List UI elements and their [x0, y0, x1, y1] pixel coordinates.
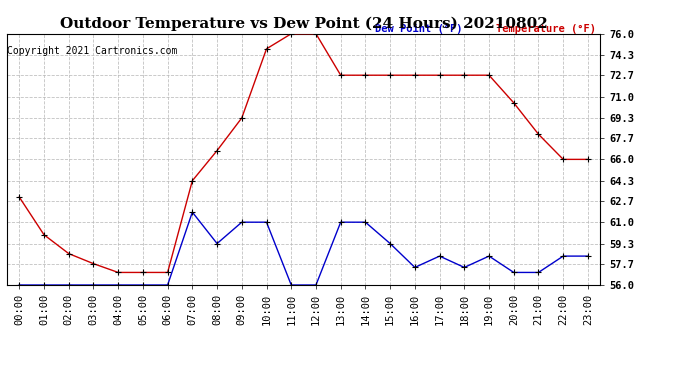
Dew Point (°F) — [89, 283, 97, 287]
Dew Point (°F) — [362, 220, 370, 225]
Dew Point (°F) — [114, 283, 122, 287]
Temperature (°F) — [510, 100, 518, 105]
Dew Point (°F) — [386, 241, 394, 246]
Dew Point (°F) — [237, 220, 246, 225]
Title: Outdoor Temperature vs Dew Point (24 Hours) 20210802: Outdoor Temperature vs Dew Point (24 Hou… — [60, 17, 547, 31]
Line: Temperature (°F): Temperature (°F) — [17, 31, 591, 275]
Temperature (°F) — [40, 232, 48, 237]
Text: Temperature (°F): Temperature (°F) — [496, 24, 596, 34]
Temperature (°F) — [15, 195, 23, 200]
Dew Point (°F) — [460, 265, 469, 270]
Temperature (°F) — [534, 132, 542, 136]
Dew Point (°F) — [559, 254, 567, 258]
Temperature (°F) — [89, 261, 97, 266]
Temperature (°F) — [460, 73, 469, 78]
Text: Dew Point (°F): Dew Point (°F) — [375, 24, 462, 34]
Dew Point (°F) — [485, 254, 493, 258]
Temperature (°F) — [164, 270, 172, 275]
Temperature (°F) — [559, 157, 567, 162]
Temperature (°F) — [139, 270, 147, 275]
Temperature (°F) — [65, 251, 73, 256]
Line: Dew Point (°F): Dew Point (°F) — [17, 209, 591, 288]
Dew Point (°F) — [510, 270, 518, 275]
Temperature (°F) — [188, 178, 197, 183]
Dew Point (°F) — [15, 283, 23, 287]
Temperature (°F) — [213, 148, 221, 153]
Dew Point (°F) — [40, 283, 48, 287]
Dew Point (°F) — [411, 265, 419, 270]
Dew Point (°F) — [584, 254, 592, 258]
Temperature (°F) — [411, 73, 419, 78]
Temperature (°F) — [312, 32, 320, 36]
Dew Point (°F) — [435, 254, 444, 258]
Dew Point (°F) — [262, 220, 270, 225]
Text: Copyright 2021 Cartronics.com: Copyright 2021 Cartronics.com — [7, 46, 177, 56]
Temperature (°F) — [386, 73, 394, 78]
Dew Point (°F) — [65, 283, 73, 287]
Temperature (°F) — [262, 46, 270, 51]
Temperature (°F) — [435, 73, 444, 78]
Dew Point (°F) — [534, 270, 542, 275]
Temperature (°F) — [485, 73, 493, 78]
Temperature (°F) — [337, 73, 345, 78]
Dew Point (°F) — [188, 210, 197, 214]
Temperature (°F) — [287, 32, 295, 36]
Dew Point (°F) — [213, 241, 221, 246]
Temperature (°F) — [584, 157, 592, 162]
Dew Point (°F) — [164, 283, 172, 287]
Dew Point (°F) — [312, 283, 320, 287]
Dew Point (°F) — [139, 283, 147, 287]
Temperature (°F) — [114, 270, 122, 275]
Temperature (°F) — [237, 116, 246, 120]
Temperature (°F) — [362, 73, 370, 78]
Dew Point (°F) — [337, 220, 345, 225]
Dew Point (°F) — [287, 283, 295, 287]
